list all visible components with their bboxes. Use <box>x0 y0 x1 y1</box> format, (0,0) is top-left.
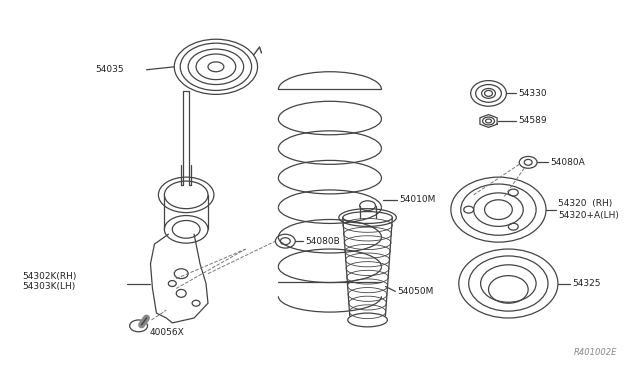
Text: 54320  (RH): 54320 (RH) <box>558 199 612 208</box>
Text: 54589: 54589 <box>518 116 547 125</box>
Text: 54080A: 54080A <box>550 158 585 167</box>
Text: 54080B: 54080B <box>305 237 340 246</box>
Text: R401002E: R401002E <box>574 349 618 357</box>
Text: 40056X: 40056X <box>150 328 184 337</box>
Text: 54050M: 54050M <box>397 287 434 296</box>
Text: 54303K(LH): 54303K(LH) <box>22 282 76 291</box>
Text: 54320+A(LH): 54320+A(LH) <box>558 211 619 220</box>
Text: 54302K(RH): 54302K(RH) <box>22 272 77 281</box>
Text: 54325: 54325 <box>572 279 600 288</box>
Text: 54330: 54330 <box>518 89 547 98</box>
Text: 54035: 54035 <box>95 65 124 74</box>
Text: 54010M: 54010M <box>399 195 436 204</box>
